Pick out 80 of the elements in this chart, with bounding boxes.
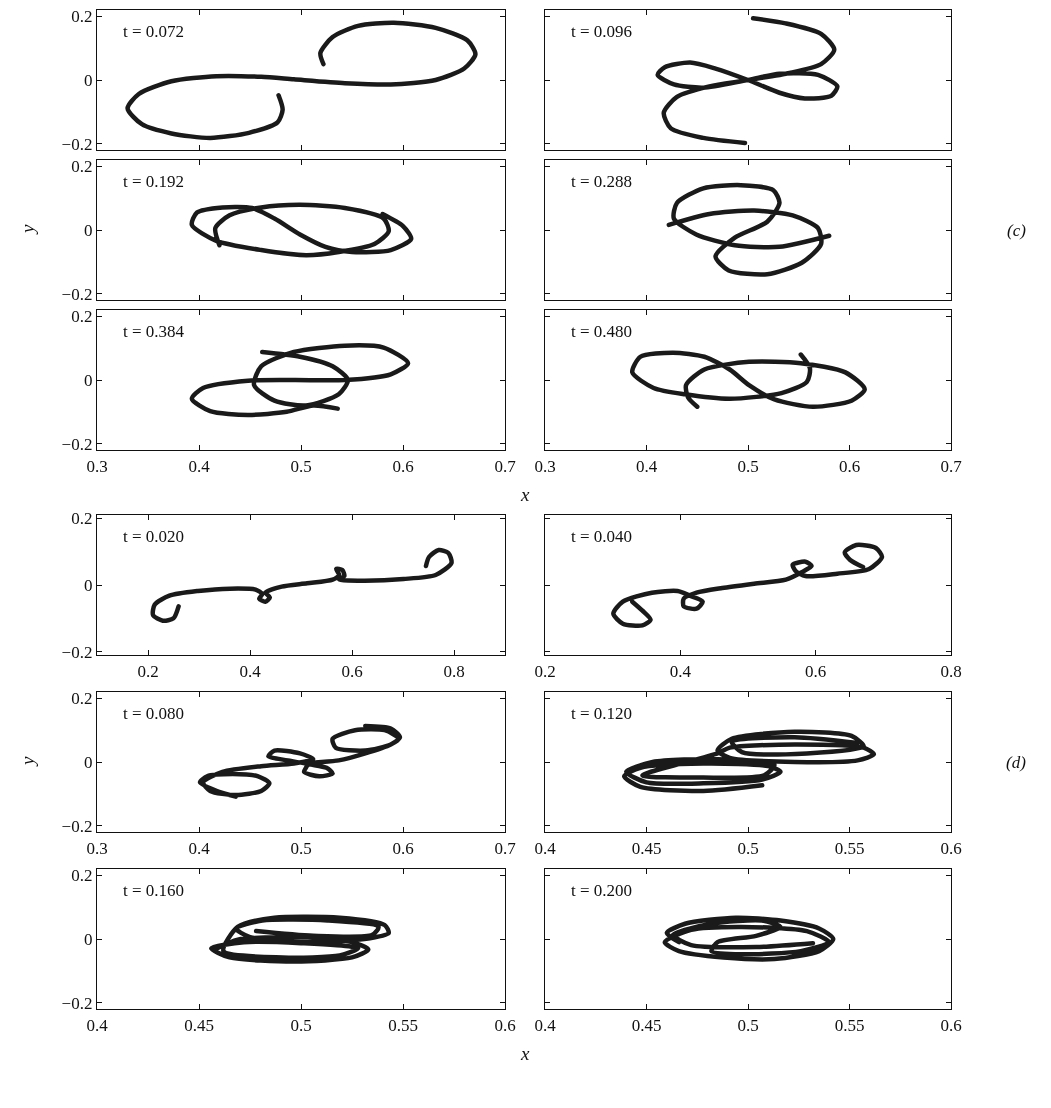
text: t = 0.020 xyxy=(123,527,185,546)
x-tick-label: 0.2 xyxy=(137,661,159,681)
x-tick-label: 0.5 xyxy=(737,456,759,476)
x-tick-label: 0.6 xyxy=(494,1015,516,1035)
x-tick-label: 0.4 xyxy=(635,456,658,476)
x-tick-label: 0.8 xyxy=(940,661,962,681)
y-tick-label: 0.2 xyxy=(71,866,93,886)
line-series xyxy=(189,202,414,258)
x-tick-label: 0.4 xyxy=(86,1015,109,1035)
x-tick-label: 0.3 xyxy=(534,456,556,476)
y-tick-label: 0.2 xyxy=(71,307,93,327)
x-tick-label: 0.7 xyxy=(494,838,517,858)
y-tick-label: 0 xyxy=(83,752,93,772)
x-tick-label: 0.55 xyxy=(388,1015,418,1035)
y-axis-title: y xyxy=(17,224,38,235)
x-tick-label: 0.55 xyxy=(834,838,865,858)
x-tick-label: 0.5 xyxy=(290,1015,312,1035)
y-tick-label: 0 xyxy=(83,70,93,90)
line-series xyxy=(189,343,411,418)
y-tick-label: 0.2 xyxy=(71,157,93,177)
text: t = 0.120 xyxy=(571,704,633,723)
text: (d) xyxy=(1006,753,1027,772)
y-tick-label: −0.2 xyxy=(61,816,93,836)
text: t = 0.040 xyxy=(571,527,633,546)
line-series xyxy=(150,547,454,623)
text: t = 0.384 xyxy=(123,322,185,341)
y-tick-label: 0 xyxy=(83,575,93,595)
y-axis-title: y xyxy=(17,756,38,767)
x-tick-label: 0.55 xyxy=(834,1015,865,1035)
x-tick-label: 0.8 xyxy=(443,661,465,681)
x-tick-label: 0.4 xyxy=(534,1015,557,1035)
x-tick-label: 0.45 xyxy=(631,1015,662,1035)
x-tick-label: 0.6 xyxy=(838,456,861,476)
line-series xyxy=(208,914,391,964)
y-tick-label: −0.2 xyxy=(61,284,93,304)
text: t = 0.200 xyxy=(571,881,633,900)
y-tick-label: 0 xyxy=(83,370,93,390)
x-tick-label: 0.6 xyxy=(940,838,962,858)
x-tick-label: 0.6 xyxy=(392,838,414,858)
text: t = 0.080 xyxy=(123,704,185,723)
line-series xyxy=(197,723,403,799)
x-tick-label: 0.4 xyxy=(534,838,557,858)
x-axis-title: x xyxy=(520,484,530,505)
text: t = 0.096 xyxy=(571,22,633,41)
y-tick-label: −0.2 xyxy=(61,434,93,454)
x-tick-label: 0.4 xyxy=(188,838,211,858)
x-tick-label: 0.3 xyxy=(86,456,108,476)
text: (c) xyxy=(1007,221,1027,240)
text: t = 0.160 xyxy=(123,881,185,900)
x-tick-label: 0.45 xyxy=(184,1015,214,1035)
text: t = 0.480 xyxy=(571,322,633,341)
y-tick-label: 0.2 xyxy=(71,7,93,27)
text: t = 0.072 xyxy=(123,22,185,41)
line-series xyxy=(125,20,478,141)
y-tick-label: 0.2 xyxy=(71,689,93,709)
y-tick-label: 0 xyxy=(83,220,93,240)
text: t = 0.192 xyxy=(123,172,185,191)
y-tick-label: −0.2 xyxy=(61,642,93,662)
x-tick-label: 0.4 xyxy=(188,456,211,476)
x-tick-label: 0.6 xyxy=(341,661,363,681)
x-tick-label: 0.6 xyxy=(392,456,414,476)
x-tick-label: 0.6 xyxy=(940,1015,962,1035)
x-tick-label: 0.4 xyxy=(669,661,692,681)
y-tick-label: −0.2 xyxy=(61,993,93,1013)
x-tick-label: 0.5 xyxy=(290,838,312,858)
x-tick-label: 0.5 xyxy=(290,456,312,476)
y-tick-label: −0.2 xyxy=(61,134,93,154)
x-tick-label: 0.4 xyxy=(239,661,262,681)
x-tick-label: 0.5 xyxy=(737,1015,759,1035)
x-tick-label: 0.2 xyxy=(534,661,556,681)
x-tick-label: 0.3 xyxy=(86,838,108,858)
text: t = 0.288 xyxy=(571,172,633,191)
x-tick-label: 0.5 xyxy=(737,838,759,858)
x-tick-label: 0.45 xyxy=(631,838,662,858)
x-tick-label: 0.7 xyxy=(494,456,517,476)
x-tick-label: 0.6 xyxy=(805,661,827,681)
x-axis-title: x xyxy=(520,1043,530,1064)
y-tick-label: 0 xyxy=(83,929,93,949)
y-tick-label: 0.2 xyxy=(71,509,93,529)
x-tick-label: 0.7 xyxy=(940,456,963,476)
